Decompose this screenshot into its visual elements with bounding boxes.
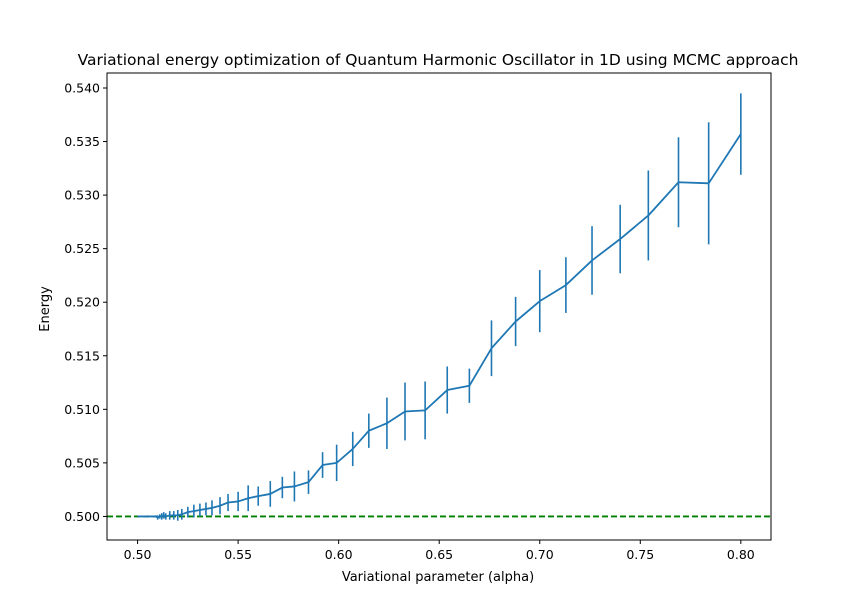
axis-ticks-layer: 0.50 0.55 0.60 0.65 0.70 0.75 0.80 0.500 0.505 0.… (64, 80, 755, 562)
y-tick-label: 0.535 (64, 134, 100, 149)
series-line (137, 133, 742, 519)
x-tick-label: 0.60 (325, 547, 353, 562)
x-tick-label: 0.75 (626, 547, 654, 562)
y-tick-label: 0.500 (64, 509, 100, 524)
y-tick-label: 0.505 (64, 455, 100, 470)
y-axis-label: Energy (38, 286, 53, 332)
x-tick-label: 0.65 (425, 547, 453, 562)
plot-area-frame (106, 72, 772, 541)
chart-title: Variational energy optimization of Quant… (78, 51, 799, 69)
x-tick-label: 0.50 (124, 547, 152, 562)
x-tick-label: 0.80 (727, 547, 755, 562)
y-tick-label: 0.515 (64, 348, 100, 363)
x-tick-label: 0.55 (224, 547, 252, 562)
y-tick-label: 0.520 (64, 295, 100, 310)
y-tick-label: 0.540 (64, 80, 100, 95)
x-tick-label: 0.70 (526, 547, 554, 562)
y-tick-label: 0.525 (64, 241, 100, 256)
y-tick-label: 0.510 (64, 402, 100, 417)
x-axis-label: Variational parameter (alpha) (342, 570, 534, 585)
series-line-layer (137, 133, 742, 519)
error-bars-layer (146, 93, 742, 521)
y-tick-label: 0.530 (64, 188, 100, 203)
